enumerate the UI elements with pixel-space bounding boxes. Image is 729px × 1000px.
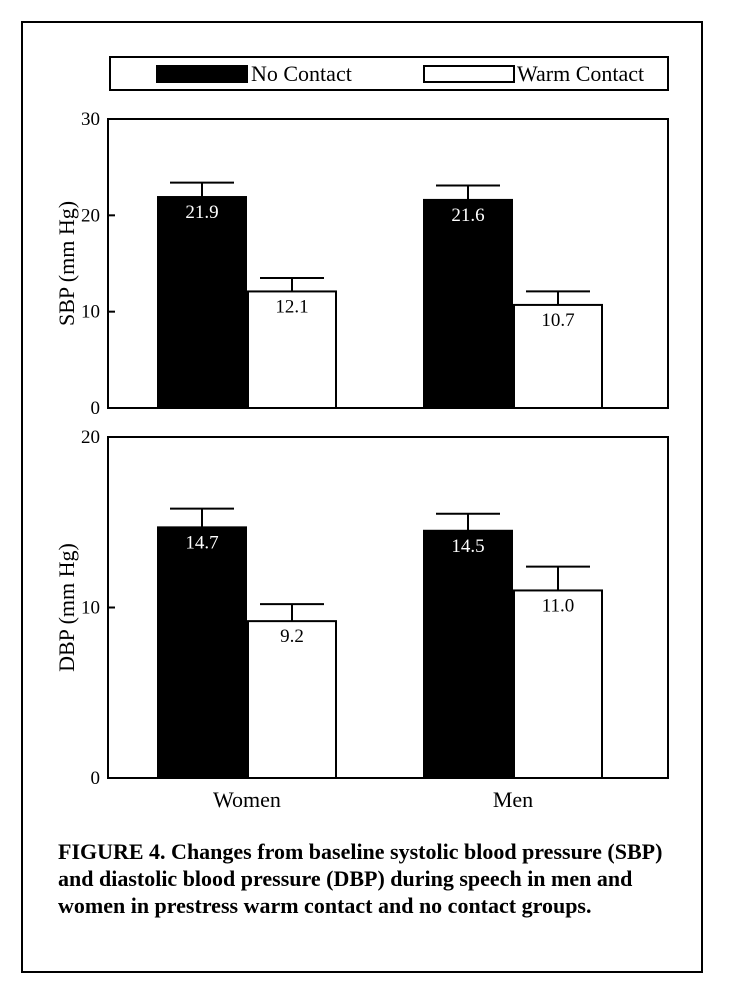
figure-caption: FIGURE 4. Changes from baseline systolic… (58, 839, 663, 918)
sbp-value-label-men-no-contact: 21.6 (451, 205, 484, 226)
dbp-bar-women-warm-contact (247, 620, 337, 780)
dbp-bar-women-no-contact (157, 526, 247, 779)
sbp-bar-men-warm-contact (513, 303, 603, 410)
dbp-y-tick-label: 10 (81, 598, 100, 619)
sbp-y-tick-label: 20 (81, 205, 100, 226)
sbp-y-tick-label: 30 (81, 109, 100, 130)
x-category-labels: Women Men (213, 787, 533, 812)
sbp-value-label-women-warm-contact: 12.1 (275, 296, 308, 317)
x-category-label-men: Men (493, 787, 533, 812)
sbp-bar-women-no-contact (157, 196, 247, 409)
x-category-label-women: Women (213, 787, 281, 812)
sbp-plot-frame (107, 118, 669, 409)
sbp-y-tick-label: 10 (81, 302, 100, 323)
dbp-bar-men-warm-contact (513, 589, 603, 780)
sbp-bar-women-warm-contact (247, 290, 337, 410)
dbp-value-label-men-warm-contact: 11.0 (542, 595, 575, 616)
dbp-value-label-women-warm-contact: 9.2 (280, 626, 304, 647)
dbp-value-label-women-no-contact: 14.7 (185, 532, 218, 553)
sbp-value-label-men-warm-contact: 10.7 (541, 310, 574, 331)
dbp-y-tick-label: 0 (91, 768, 101, 789)
figure-frame (21, 21, 703, 973)
dbp-y-axis-label: DBP (mm Hg) (54, 543, 79, 672)
sbp-value-label-women-no-contact: 21.9 (185, 202, 218, 223)
dbp-panel: 0 10 20 DBP (mm Hg) 14.7 9.2 14.5 11.0 (54, 427, 669, 789)
sbp-bar-men-no-contact (423, 198, 513, 409)
dbp-y-tick-label: 20 (81, 427, 100, 448)
dbp-bar-men-no-contact (423, 529, 513, 780)
legend-label-warm-contact: Warm Contact (517, 61, 644, 86)
sbp-y-axis-label: SBP (mm Hg) (54, 201, 79, 326)
legend-label-no-contact: No Contact (251, 61, 352, 86)
sbp-y-tick-label: 0 (91, 398, 101, 419)
sbp-panel: 0 10 20 30 SBP (mm Hg) 21.9 12.1 21.6 10.7 (54, 109, 669, 419)
dbp-value-label-men-no-contact: 14.5 (451, 536, 484, 557)
legend-swatch-warm-contact (423, 65, 515, 83)
legend-box (109, 56, 669, 91)
legend: No Contact Warm Contact (156, 61, 644, 86)
legend-swatch-no-contact (156, 65, 248, 83)
